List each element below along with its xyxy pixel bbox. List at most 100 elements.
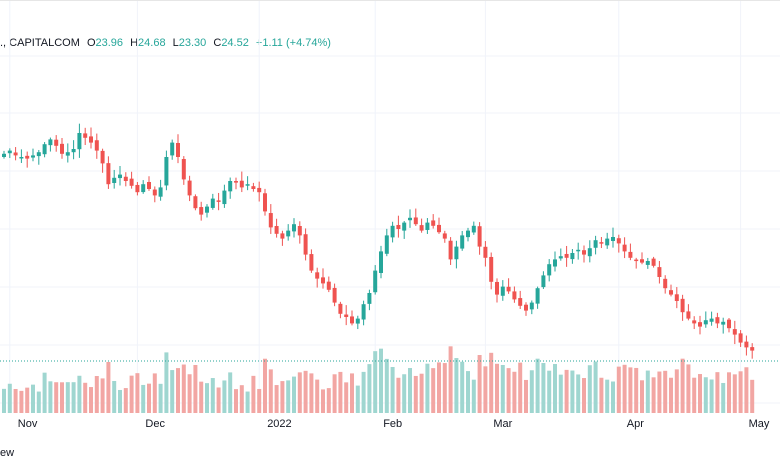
volume-bar (181, 364, 186, 413)
volume-bar (199, 381, 204, 413)
candle-body (332, 287, 337, 303)
volume-bar (210, 378, 215, 413)
volume-bar (442, 363, 447, 413)
volume-bar (715, 372, 720, 413)
candle-body (54, 139, 59, 146)
candle-body (576, 249, 581, 252)
candle-body (216, 200, 221, 202)
candle-body (657, 267, 662, 277)
volume-bar (506, 368, 511, 413)
candle-body (616, 238, 621, 244)
candle-body (94, 140, 99, 151)
candle-body (448, 240, 453, 260)
volume-bar (367, 364, 372, 413)
volume-bar (616, 366, 621, 413)
volume-bar (622, 364, 627, 413)
volume-bar (727, 372, 731, 413)
candle-body (187, 180, 192, 196)
volume-bar (593, 361, 598, 413)
volume-bar (292, 376, 296, 413)
volume-bar (77, 375, 82, 413)
volume-bar (460, 361, 465, 413)
volume-bar (234, 389, 238, 413)
volume-bar (564, 369, 569, 413)
candle-body (205, 206, 209, 213)
grid (0, 1, 780, 413)
candle-body (100, 150, 105, 164)
volume-bar (587, 365, 592, 413)
candle-body (640, 259, 644, 263)
volume-bar (13, 388, 18, 413)
volume-bar (263, 358, 267, 413)
volume-bar (187, 374, 192, 413)
volume-bar (500, 364, 505, 413)
volume-bar (454, 358, 459, 413)
candle-body (408, 217, 412, 221)
candle-body (547, 264, 552, 276)
candle-body (321, 277, 325, 284)
volume-bar (350, 373, 354, 413)
volume-bar (48, 381, 53, 413)
volume-bar (60, 382, 64, 413)
close-label: C (213, 37, 222, 49)
volume-bar (680, 358, 685, 413)
candle-body (210, 198, 215, 208)
candle-body (2, 153, 6, 157)
volume-bar (634, 367, 639, 413)
volume-bar (2, 388, 6, 413)
volume-bar (721, 382, 726, 413)
candle-body (686, 311, 691, 319)
candle-body (350, 316, 354, 324)
volume-bar (524, 379, 528, 413)
volume-bar (738, 371, 743, 413)
volume-bar (361, 371, 366, 413)
volume-bar (54, 382, 59, 413)
volume-bar (129, 375, 134, 413)
symbol-label[interactable]: ., CAPITALCOM (0, 37, 80, 49)
candle-body (42, 144, 47, 155)
candle-body (471, 225, 476, 233)
volume-bars (2, 346, 755, 413)
candle-body (413, 217, 418, 225)
candle-body (466, 230, 470, 238)
volume-bar (535, 358, 540, 413)
candle-body (512, 291, 517, 300)
volume-bar (19, 390, 24, 413)
volume-bar (315, 379, 320, 413)
candle-body (587, 248, 592, 257)
volume-bar (251, 375, 256, 413)
volume-bar (547, 370, 552, 413)
volume-bar (36, 391, 41, 413)
volume-bar (413, 375, 418, 413)
candle-body (286, 230, 291, 237)
candle-body (239, 180, 244, 188)
price-chart[interactable]: Nov Dec 2022 Feb Mar Apr May (0, 1, 780, 441)
candle-body (703, 320, 708, 325)
x-tick-label: Feb (383, 418, 402, 430)
candle-body (164, 157, 169, 186)
candle-body (152, 189, 157, 196)
candle-body (65, 152, 70, 156)
candle-body (379, 251, 383, 273)
volume-bar (123, 388, 128, 413)
candle-body (715, 317, 720, 324)
candle-body (222, 190, 227, 205)
volume-bar (437, 362, 441, 413)
volume-bar (709, 379, 714, 413)
volume-bar (286, 380, 291, 413)
volume-bar (419, 373, 424, 413)
candle-body (437, 224, 441, 233)
volume-bar (135, 373, 140, 413)
bottom-caption[interactable]: ew (0, 447, 15, 459)
candle-body (721, 321, 726, 325)
candle-body (425, 222, 430, 230)
volume-bar (495, 363, 499, 413)
volume-bar (529, 370, 534, 413)
candle-body (141, 184, 146, 193)
volume-bar (147, 383, 151, 413)
candle-body (669, 290, 673, 295)
candle-body (570, 253, 575, 260)
candle-body (355, 318, 360, 324)
volume-bar (628, 367, 633, 413)
